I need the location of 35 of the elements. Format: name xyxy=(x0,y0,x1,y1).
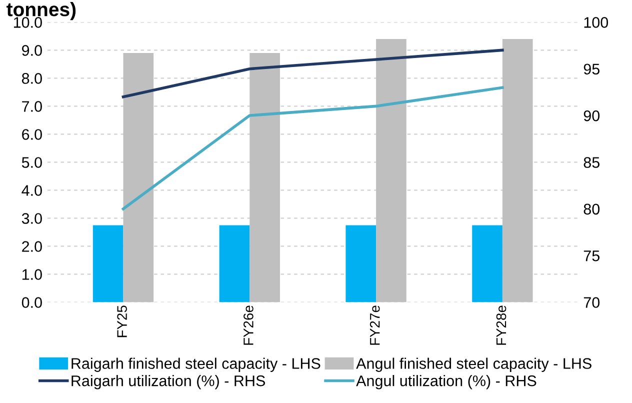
bar xyxy=(123,52,154,302)
bar xyxy=(219,225,250,302)
y-tick-label: 1.0 xyxy=(22,269,42,280)
x-tick-label: FY27e xyxy=(370,306,380,345)
y-tick-label: 2.0 xyxy=(22,241,42,252)
y2-tick-label: 95 xyxy=(584,64,600,75)
y-tick-label: 4.0 xyxy=(22,185,42,196)
bar xyxy=(376,38,406,302)
bar xyxy=(472,225,502,302)
line-series xyxy=(122,86,504,210)
bar xyxy=(502,38,533,302)
y2-tick-label: 80 xyxy=(584,204,600,215)
y-tick-label: 5.0 xyxy=(22,157,42,168)
y-tick-label: 7.0 xyxy=(22,101,42,112)
legend-label: Angul utilization (%) - RHS xyxy=(356,375,536,390)
x-tick-label: FY25 xyxy=(117,306,127,338)
legend-label: Raigarh utilization (%) - RHS xyxy=(72,375,265,390)
y-tick-label: 8.0 xyxy=(22,73,42,84)
legend-label: Raigarh finished steel capacity - LHS xyxy=(72,358,320,372)
y2-tick-label: 75 xyxy=(584,250,600,262)
y2-tick-label: 70 xyxy=(584,297,600,308)
y-tick-label: 6.0 xyxy=(22,129,42,140)
y2-tick-label: 100 xyxy=(584,17,608,28)
y-tick-label: 9.0 xyxy=(22,45,42,56)
y-tick-label: 3.0 xyxy=(22,213,42,224)
y2-tick-label: 85 xyxy=(584,157,600,168)
bar xyxy=(92,225,124,302)
x-tick-label: FY28e xyxy=(496,306,506,345)
y-tick-label: 0.0 xyxy=(22,297,42,308)
bar xyxy=(346,225,376,302)
x-tick-label: FY26e xyxy=(244,306,254,345)
line-series xyxy=(122,48,504,98)
bar xyxy=(250,52,280,302)
legend-label: Angul finished steel capacity - LHS xyxy=(356,358,592,372)
y2-tick-label: 90 xyxy=(584,110,600,122)
